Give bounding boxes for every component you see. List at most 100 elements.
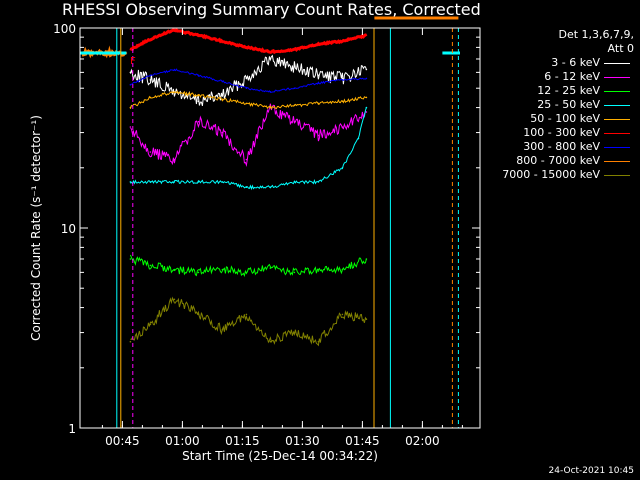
series-line-3-6-kev [129,54,367,107]
y-axis-title: Corrected Count Rate (s⁻¹ detector⁻¹) [29,115,43,341]
data-point-100-300-kev [269,51,272,53]
data-point-7000-15000-kev [173,298,176,301]
legend-swatch [604,133,630,134]
data-point-3-6-kev [365,68,368,71]
legend-label: 12 - 25 keV [537,84,600,97]
data-point-25-50-kev [357,137,360,140]
data-point-100-300-kev [129,48,132,51]
x-tick-label: 01:00 [165,434,200,448]
data-point-300-800-kev [129,84,132,86]
legend-label: 100 - 300 keV [523,126,600,139]
series-line-100-300-kev [129,27,367,55]
data-point-100-300-kev [221,40,224,42]
legend-label: 800 - 7000 keV [516,154,600,167]
data-point-100-300-kev [293,48,296,51]
footer-date: 24-Oct-2021 10:45 [548,466,634,476]
data-point-300-800-kev [245,87,248,89]
data-point-3-6-kev [341,77,344,80]
data-point-3-6-kev [293,66,296,68]
data-point-50-100-kev [173,91,176,93]
data-point-12-25-kev [173,268,176,271]
series-line-12-25-kev [129,254,367,278]
y-tick-label: 1 [68,422,76,436]
legend-swatch [604,63,630,64]
data-point-7000-15000-kev [341,313,344,316]
legend-swatch [604,91,630,92]
data-point-3-6-kev [149,79,152,81]
data-point-7000-15000-kev [221,328,224,331]
x-tick-label: 01:15 [225,434,260,448]
legend-item-50-100-kev: 50 - 100 keV [484,112,634,126]
data-point-25-50-kev [269,186,272,188]
data-point-50-100-kev [269,106,272,109]
data-point-25-50-kev [365,106,368,109]
x-axis-title: Start Time (25-Dec-14 00:34:22) [182,449,378,463]
legend-swatch [604,77,630,78]
data-point-25-50-kev [197,181,200,183]
data-point-6-12-kev [341,126,344,128]
legend: Det 1,3,6,7,9, Att 0 3 - 6 keV 6 - 12 keV… [484,28,634,182]
data-point-300-800-kev [293,87,296,89]
data-point-50-100-kev [341,100,344,103]
data-point-50-100-kev [221,98,224,101]
data-point-12-25-kev [129,258,132,260]
chart-title: RHESSI Observing Summary Count Rates, Co… [62,0,481,19]
x-tick-label: 01:45 [345,434,380,448]
data-point-100-300-kev [173,29,176,31]
x-tick-label: 02:00 [405,434,440,448]
legend-label: 25 - 50 keV [537,98,600,111]
series-7000-15000-kev [129,296,368,347]
data-point-12-25-kev [365,258,368,260]
legend-label: 6 - 12 keV [544,70,600,83]
data-point-100-300-kev [365,34,368,36]
data-point-300-800-kev [173,68,176,71]
series-50-100-kev [129,90,368,110]
data-point-100-300-kev [149,38,152,40]
data-point-3-6-kev [317,74,320,77]
legend-swatch [604,147,630,148]
plot-frame [79,27,481,429]
data-point-6-12-kev [129,126,132,128]
data-point-25-50-kev [129,181,132,183]
data-point-6-12-kev [197,120,200,123]
x-tick-label: 01:30 [285,434,320,448]
data-point-6-12-kev [149,151,152,153]
legend-swatch [604,175,630,176]
legend-label: 300 - 800 keV [523,140,600,153]
data-point-25-50-kev [173,181,176,183]
data-point-7000-15000-kev [365,318,368,321]
data-point-25-50-kev [245,186,248,188]
data-point-300-800-kev [221,80,224,83]
data-point-12-25-kev [341,268,344,271]
data-point-7000-15000-kev [197,313,200,316]
data-point-3-6-kev [221,94,224,97]
data-point-100-300-kev [317,43,320,45]
data-point-7000-15000-kev [317,340,320,343]
legend-item-25-50-kev: 25 - 50 keV [484,98,634,112]
data-point-50-100-kev [293,104,296,107]
data-point-7000-15000-kev [149,323,152,326]
data-point-12-25-kev [221,268,224,271]
y-tick-label: 100 [53,22,76,36]
data-point-25-50-kev [221,181,224,183]
data-point-300-800-kev [269,91,272,93]
data-point-300-800-kev [365,77,368,80]
data-point-7000-15000-kev [269,340,272,343]
series-line-25-50-kev [130,107,367,191]
data-point-3-6-kev [269,58,272,60]
data-point-6-12-kev [317,134,320,137]
data-point-12-25-kev [293,271,296,274]
legend-item-12-25-kev: 12 - 25 keV [484,84,634,98]
data-point-50-100-kev [149,96,152,99]
data-point-100-300-kev [245,46,248,49]
series-3-6-kev [129,54,368,107]
series-300-800-kev [129,68,368,93]
data-point-12-25-kev [317,270,320,272]
data-point-3-6-kev [129,71,132,74]
data-point-25-50-kev [317,181,320,183]
series-line-50-100-kev [129,90,367,110]
flag-marker: F [130,56,136,67]
series-100-300-kev [129,27,368,55]
data-point-50-100-kev [197,94,200,97]
